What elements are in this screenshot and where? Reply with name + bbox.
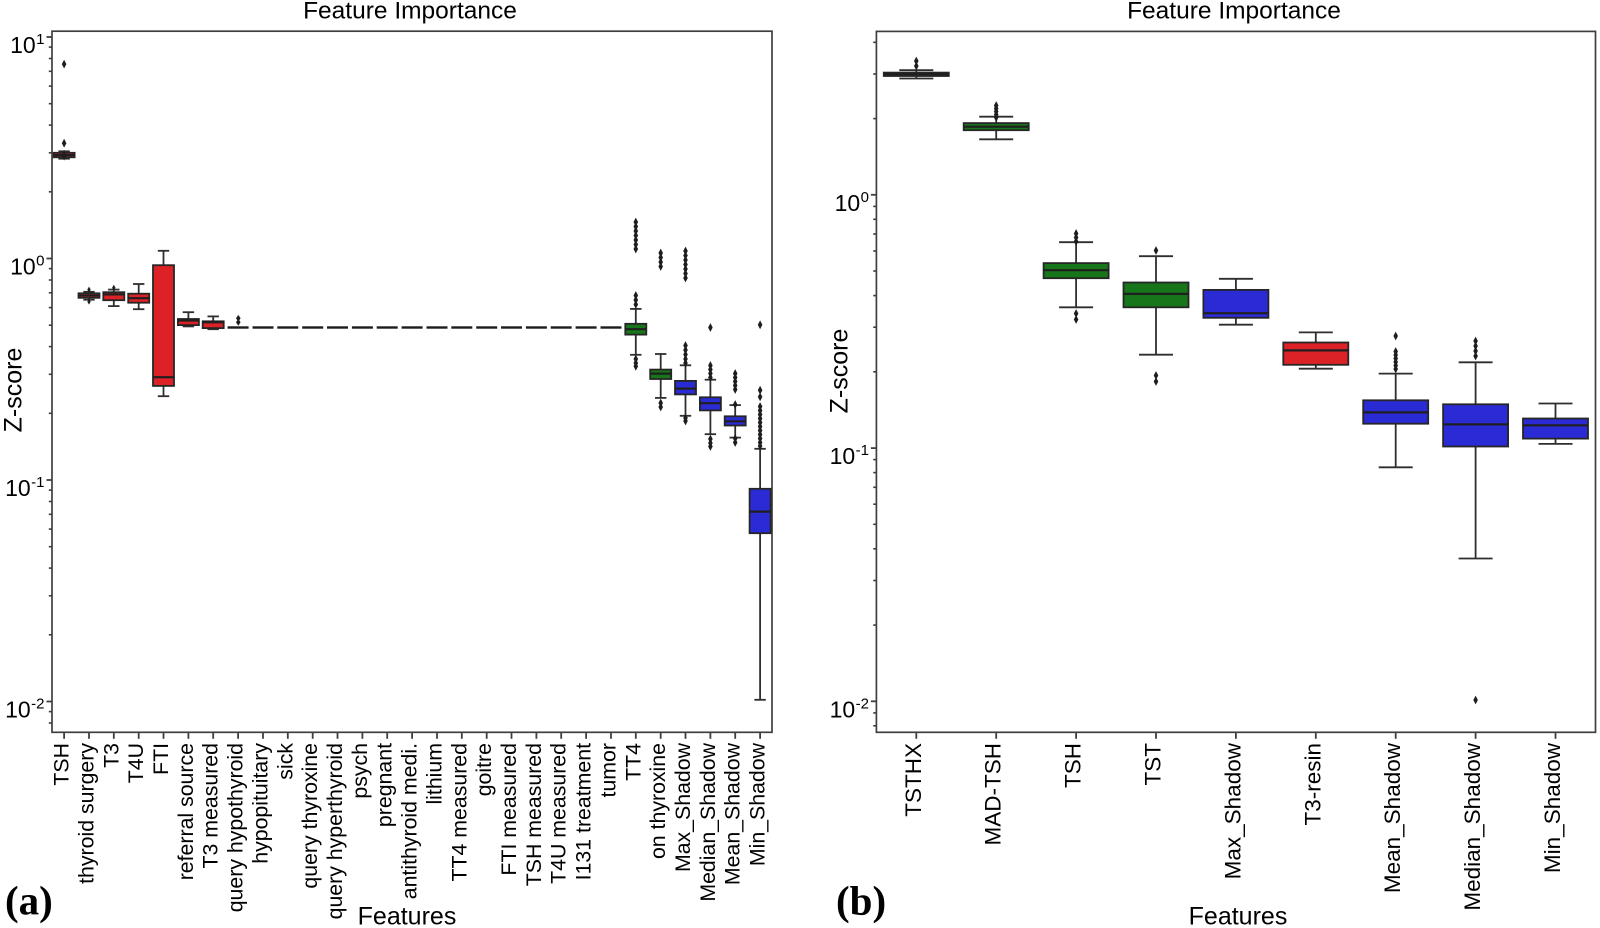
svg-text:hypopituitary: hypopituitary [249,743,273,864]
svg-text:-2: -2 [856,695,869,712]
svg-text:Z-score: Z-score [826,329,854,414]
svg-text:query hypothyroid: query hypothyroid [224,743,248,912]
svg-text:Mean_Shadow: Mean_Shadow [721,742,745,885]
svg-text:sick: sick [273,743,297,780]
svg-text:TSH: TSH [50,743,74,786]
svg-text:T3-resin: T3-resin [1300,743,1325,826]
svg-text:pregnant: pregnant [373,743,397,827]
svg-text:TSTHX: TSTHX [901,743,926,817]
svg-text:Z-score: Z-score [0,348,28,433]
svg-text:Min_Shadow: Min_Shadow [1540,742,1565,873]
svg-text:goitre: goitre [472,743,496,796]
svg-text:-1: -1 [31,474,44,491]
svg-text:psych: psych [348,743,372,799]
svg-text:lithium: lithium [423,743,447,805]
svg-text:tumor: tumor [597,743,621,797]
svg-text:on thyroxine: on thyroxine [646,743,670,859]
svg-text:-1: -1 [856,442,869,459]
svg-text:T4U: T4U [124,743,148,783]
svg-text:Features: Features [1189,903,1288,928]
svg-text:Features: Features [358,903,457,928]
svg-text:query thyroxine: query thyroxine [298,743,322,889]
svg-text:T3: T3 [99,743,123,768]
svg-text:10: 10 [830,696,856,722]
svg-text:10: 10 [10,254,36,280]
svg-text:referral source: referral source [174,743,198,880]
svg-text:Feature Importance: Feature Importance [1127,0,1341,25]
svg-text:Min_Shadow: Min_Shadow [746,742,770,866]
svg-text:10: 10 [10,32,36,58]
svg-text:(b): (b) [836,878,886,924]
svg-text:query hyperthyroid: query hyperthyroid [323,743,347,919]
svg-text:TSH: TSH [1061,743,1086,788]
svg-text:TT4: TT4 [621,743,645,781]
svg-text:10: 10 [5,697,31,723]
svg-text:T3 measured: T3 measured [199,743,223,868]
svg-text:Max_Shadow: Max_Shadow [1220,742,1245,879]
svg-text:I131 treatment: I131 treatment [572,743,596,880]
svg-text:Feature Importance: Feature Importance [303,0,517,25]
svg-text:TSH measured: TSH measured [522,743,546,886]
svg-text:FTI measured: FTI measured [497,743,521,876]
svg-text:thyroid surgery: thyroid surgery [75,743,99,884]
svg-text:1: 1 [36,31,44,48]
svg-text:Median_Shadow: Median_Shadow [696,742,720,901]
svg-text:10: 10 [835,190,861,216]
svg-text:10: 10 [830,443,856,469]
svg-text:Median_Shadow: Median_Shadow [1460,742,1485,910]
svg-text:-2: -2 [31,696,44,713]
svg-text:TST: TST [1141,743,1166,786]
svg-text:Mean_Shadow: Mean_Shadow [1380,742,1405,893]
svg-text:(a): (a) [5,878,53,924]
svg-text:antithyroid medi.: antithyroid medi. [398,743,422,899]
svg-text:0: 0 [861,189,869,206]
svg-text:T4U measured: T4U measured [547,743,571,884]
svg-text:0: 0 [36,253,44,270]
svg-text:Max_Shadow: Max_Shadow [671,742,695,872]
svg-text:MAD-TSH: MAD-TSH [981,743,1006,846]
svg-text:TT4 measured: TT4 measured [447,743,471,881]
svg-text:FTI: FTI [149,743,173,775]
svg-text:10: 10 [5,475,31,501]
